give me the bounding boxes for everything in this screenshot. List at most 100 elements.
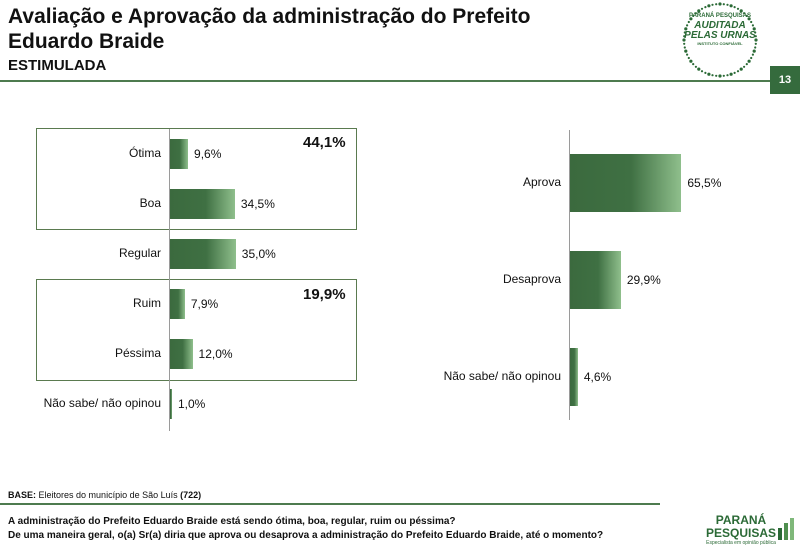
seal-dot [729, 72, 733, 76]
evaluation-category-label: Boa [139, 196, 161, 210]
negative-group-box [36, 279, 357, 381]
seal-dot [689, 59, 693, 63]
seal-dot [692, 63, 695, 66]
seal-dots-icon [682, 2, 758, 78]
evaluation-category-label: Regular [118, 246, 161, 260]
question-1: A administração do Prefeito Eduardo Brai… [8, 516, 456, 527]
evaluation-category-label: Péssima [114, 346, 161, 360]
seal-dot [733, 6, 736, 9]
evaluation-value-label: 7,9% [190, 297, 219, 311]
seal-dot [684, 49, 688, 53]
seal-dot [747, 59, 751, 63]
seal-dot [729, 4, 733, 8]
seal-dot [694, 12, 697, 15]
seal-dot [750, 20, 753, 24]
seal-dot [692, 14, 695, 17]
header-divider [0, 80, 770, 82]
brand-name-line1: PARANÁ [715, 513, 767, 527]
seal-dot [718, 74, 722, 78]
seal-dot [726, 3, 729, 6]
seal-dot [739, 9, 743, 13]
seal-dot [683, 46, 686, 49]
negative-group-total: 19,9% [303, 286, 346, 303]
seal-dot [704, 6, 707, 9]
seal-dot [751, 24, 754, 27]
seal-dot [726, 74, 729, 77]
seal-dot [754, 35, 757, 38]
approval-category-label: Não sabe/ não opinou [443, 369, 561, 383]
seal-line3: PELAS URNAS [684, 30, 756, 41]
page-title: Avaliação e Aprovação da administração d… [8, 5, 531, 53]
seal-dot [684, 27, 688, 31]
evaluation-value-label: 9,6% [194, 147, 222, 161]
seal-dot [682, 38, 686, 42]
seal-dot [754, 42, 757, 45]
seal-dot [689, 17, 693, 21]
approval-bar [570, 348, 578, 406]
seal-dot [733, 71, 736, 74]
evaluation-bar [170, 189, 235, 219]
evaluation-axis [169, 129, 170, 431]
seal-dot [745, 63, 748, 66]
page-number: 13 [770, 66, 800, 94]
brand-mark-icon [778, 518, 794, 540]
seal-dot [694, 65, 697, 68]
seal-dot [718, 2, 722, 6]
seal-dot [715, 3, 718, 6]
evaluation-category-label: Ruim [132, 296, 161, 310]
seal-dot [700, 70, 704, 73]
approval-value-label: 29,9% [626, 273, 661, 287]
seal-dot [687, 20, 690, 24]
evaluation-value-label: 1,0% [178, 397, 206, 411]
seal-dot [754, 31, 757, 34]
approval-axis [569, 130, 570, 420]
approval-bar [570, 251, 621, 309]
seal-dot [700, 7, 704, 10]
seal-dot [754, 46, 757, 49]
seal-dot [750, 56, 753, 60]
base-count: (722) [180, 490, 202, 500]
seal-dot [686, 53, 689, 56]
evaluation-bar [170, 289, 185, 319]
seal-dot [683, 31, 686, 34]
seal-dot [751, 53, 754, 56]
evaluation-value-label: 12,0% [198, 347, 233, 361]
seal-dot [711, 3, 714, 6]
base-note: BASE: Eleitores do município de São Luís… [8, 490, 201, 500]
seal-dot [686, 24, 689, 27]
seal-dot [722, 3, 725, 6]
seal-dot [707, 72, 711, 76]
approval-bar [570, 154, 682, 212]
seal-dot [683, 42, 686, 45]
positive-group-total: 44,1% [303, 134, 346, 151]
seal-line2: AUDITADA [694, 20, 746, 31]
evaluation-value-label: 35,0% [241, 247, 276, 261]
evaluation-bar [170, 239, 236, 269]
brand-name-line2: PESQUISAS [706, 526, 777, 540]
seal-dot [697, 9, 701, 13]
seal-dot [747, 17, 751, 21]
approval-value-label: 65,5% [687, 176, 722, 190]
evaluation-category-label: Não sabe/ não opinou [43, 396, 161, 410]
seal-dot [736, 70, 740, 73]
footer-divider [0, 503, 660, 505]
question-2: De uma maneira geral, o(a) Sr(a) diria q… [8, 530, 604, 541]
approval-category-label: Desaprova [502, 272, 561, 286]
page-subtitle: ESTIMULADA [8, 57, 107, 74]
seal-dot [752, 27, 756, 31]
seal-dot [745, 14, 748, 17]
seal-dot [722, 74, 725, 77]
brand-tagline: Especialista em opinião pública [706, 540, 776, 546]
evaluation-bar [170, 139, 189, 169]
base-label: BASE: [8, 490, 37, 500]
seal-line1: PARANÁ PESQUISAS [689, 13, 751, 19]
seal-dot [704, 71, 707, 74]
seal-dot [743, 12, 746, 15]
seal-dot [754, 38, 758, 42]
seal-dot [707, 4, 711, 8]
audit-seal-logo: PARANÁ PESQUISAS AUDITADA PELAS URNAS IN… [660, 0, 780, 84]
evaluation-category-label: Ótima [128, 146, 161, 160]
seal-dot [711, 74, 714, 77]
seal-dot [752, 49, 756, 53]
seal-dot [739, 67, 743, 71]
